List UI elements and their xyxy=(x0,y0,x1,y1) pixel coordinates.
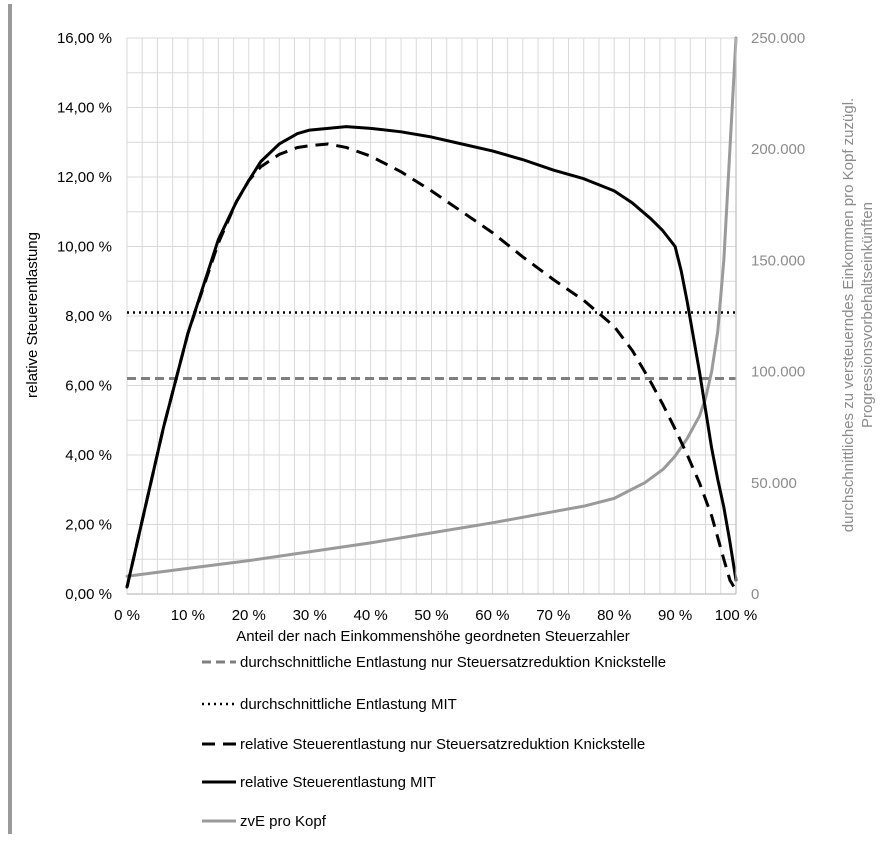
legend-label-4: relative Steuerentlastung MIT xyxy=(240,774,436,791)
y-tick-label: 16,00 % xyxy=(57,30,112,47)
series-group xyxy=(125,36,738,592)
y-tick-label: 8,00 % xyxy=(65,308,112,325)
y2-tick-label: 100.000 xyxy=(751,364,805,381)
x-tick-label: 80 % xyxy=(597,607,631,624)
x-tick-label: 90 % xyxy=(658,607,692,624)
y2-axis-label-line2: Progressionsvorbehaltseinkünften xyxy=(859,202,876,428)
y2-tick-label: 250.000 xyxy=(751,30,805,47)
series-line-4 xyxy=(125,125,738,589)
y-tick-label: 2,00 % xyxy=(65,517,112,534)
legend-label-1: durchschnittliche Entlastung nur Steuers… xyxy=(240,654,666,671)
x-tick-label: 100 % xyxy=(715,607,758,624)
x-tick-label: 50 % xyxy=(414,607,448,624)
series-line-5 xyxy=(125,36,738,578)
y2-tick-label: 0 xyxy=(751,586,759,603)
x-tick-label: 30 % xyxy=(293,607,327,624)
reference-lines xyxy=(127,311,736,381)
x-tick-label: 20 % xyxy=(232,607,266,624)
legend-label-2: durchschnittliche Entlastung MIT xyxy=(240,696,457,713)
y-tick-label: 4,00 % xyxy=(65,447,112,464)
y-tick-label: 12,00 % xyxy=(57,169,112,186)
legend: durchschnittliche Entlastung nur Steuers… xyxy=(202,654,666,830)
y2-tick-label: 150.000 xyxy=(751,252,805,269)
y2-tick-label: 200.000 xyxy=(751,141,805,158)
y-axis-label: relative Steuerentlastung xyxy=(24,232,41,398)
x-tick-label: 10 % xyxy=(171,607,205,624)
x-tick-label: 40 % xyxy=(353,607,387,624)
y-tick-label: 10,00 % xyxy=(57,239,112,256)
x-tick-label: 0 % xyxy=(114,607,140,624)
y2-tick-label: 50.000 xyxy=(751,475,797,492)
x-tick-label: 70 % xyxy=(536,607,570,624)
legend-label-5: zvE pro Kopf xyxy=(240,813,327,830)
legend-label-3: relative Steuerentlastung nur Steuersatz… xyxy=(240,736,645,753)
y2-axis-label-line1: durchschnittliches zu versteuerndes Eink… xyxy=(840,98,857,532)
x-tick-label: 60 % xyxy=(475,607,509,624)
tick-labels: 0 % 10 % 20 % 30 % 40 % 50 % 60 % 70 % 80 % 90 % 1… xyxy=(57,30,805,624)
y-tick-label: 6,00 % xyxy=(65,378,112,395)
page-left-bar xyxy=(8,4,12,834)
y-tick-label: 14,00 % xyxy=(57,100,112,117)
y-tick-label: 0,00 % xyxy=(65,586,112,603)
chart-axes xyxy=(127,38,737,595)
x-axis-label: Anteil der nach Einkommenshöhe geordnete… xyxy=(236,628,630,645)
chart-grid xyxy=(126,37,737,595)
